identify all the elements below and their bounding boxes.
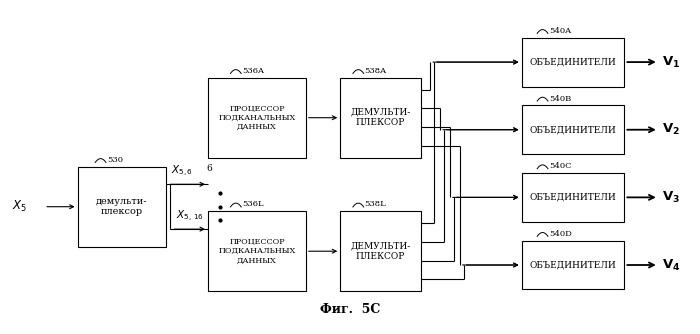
- Text: $\mathbf{V_3}$: $\mathbf{V_3}$: [662, 190, 680, 205]
- Text: ОБЪЕДИНИТЕЛИ: ОБЪЕДИНИТЕЛИ: [530, 125, 616, 134]
- Bar: [208, 211, 306, 291]
- Bar: [208, 78, 306, 158]
- Text: $X_{5,\,16}$: $X_{5,\,16}$: [176, 209, 204, 224]
- Text: 540D: 540D: [549, 230, 572, 238]
- Text: ОБЪЕДИНИТЕЛИ: ОБЪЕДИНИТЕЛИ: [530, 261, 616, 270]
- Text: 538A: 538A: [365, 67, 387, 75]
- Text: $\mathbf{V_4}$: $\mathbf{V_4}$: [662, 258, 680, 273]
- Bar: [522, 240, 624, 290]
- Text: ДЕМУЛЬТИ-
ПЛЕКСОР: ДЕМУЛЬТИ- ПЛЕКСОР: [350, 241, 410, 261]
- Text: 536A: 536A: [242, 67, 264, 75]
- Bar: [78, 167, 166, 247]
- Text: $\mathbf{V_1}$: $\mathbf{V_1}$: [662, 54, 680, 69]
- Text: Фиг.  5C: Фиг. 5C: [320, 303, 380, 316]
- Bar: [522, 105, 624, 154]
- Text: $X_{5,6}$: $X_{5,6}$: [171, 164, 193, 179]
- Text: $X_5$: $X_5$: [12, 199, 27, 214]
- Bar: [522, 38, 624, 87]
- Text: ПРОЦЕССОР
ПОДКАНАЛЬНЫХ
ДАННЫХ: ПРОЦЕССОР ПОДКАНАЛЬНЫХ ДАННЫХ: [218, 238, 295, 265]
- Bar: [340, 211, 421, 291]
- Text: 530: 530: [107, 156, 123, 164]
- Text: ДЕМУЛЬТИ-
ПЛЕКСОР: ДЕМУЛЬТИ- ПЛЕКСОР: [350, 108, 410, 127]
- Text: 536L: 536L: [242, 200, 264, 208]
- Text: 540C: 540C: [549, 162, 571, 170]
- Text: $\mathbf{V_2}$: $\mathbf{V_2}$: [662, 122, 680, 137]
- Text: ОБЪЕДИНИТЕЛИ: ОБЪЕДИНИТЕЛИ: [530, 193, 616, 202]
- Text: 6: 6: [206, 164, 212, 173]
- Text: демульти-
плексор: демульти- плексор: [96, 197, 148, 216]
- Text: 540B: 540B: [549, 95, 571, 103]
- Bar: [340, 78, 421, 158]
- Text: ОБЪЕДИНИТЕЛИ: ОБЪЕДИНИТЕЛИ: [530, 57, 616, 66]
- Text: 540A: 540A: [549, 27, 571, 35]
- Bar: [522, 173, 624, 222]
- Text: 538L: 538L: [365, 200, 386, 208]
- Text: ПРОЦЕССОР
ПОДКАНАЛЬНЫХ
ДАННЫХ: ПРОЦЕССОР ПОДКАНАЛЬНЫХ ДАННЫХ: [218, 105, 295, 131]
